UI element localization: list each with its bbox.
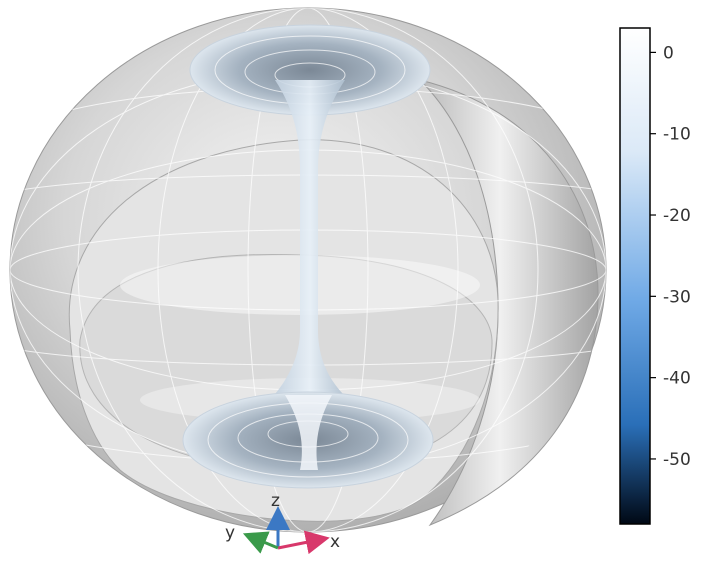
colorbar-tick-label: 0 bbox=[663, 43, 674, 63]
coordinate-axes-icon: z x y bbox=[225, 491, 340, 555]
central-funnel bbox=[265, 80, 355, 405]
y-axis-arrow bbox=[242, 531, 279, 554]
bottom-lobe-split bbox=[285, 395, 332, 470]
radiation-pattern-surface[interactable] bbox=[9, 7, 607, 533]
colorbar: 0 -10 -20 -30 -40 -50 bbox=[619, 27, 691, 525]
x-axis-arrow bbox=[277, 530, 330, 555]
z-axis-label: z bbox=[271, 491, 280, 511]
x-axis-label: x bbox=[330, 532, 340, 552]
colorbar-tick-label: -30 bbox=[663, 287, 691, 307]
shell-cut-band bbox=[418, 79, 599, 527]
colorbar-tick-label: -40 bbox=[663, 369, 691, 389]
colorbar-tick-label: -50 bbox=[663, 450, 691, 470]
colorbar-tick-label: -20 bbox=[663, 206, 691, 226]
colorbar-tick-label: -10 bbox=[663, 125, 691, 145]
y-axis-label: y bbox=[225, 523, 235, 543]
colorbar-ticks: 0 -10 -20 -30 -40 -50 bbox=[650, 43, 691, 470]
colorbar-gradient bbox=[619, 27, 651, 525]
